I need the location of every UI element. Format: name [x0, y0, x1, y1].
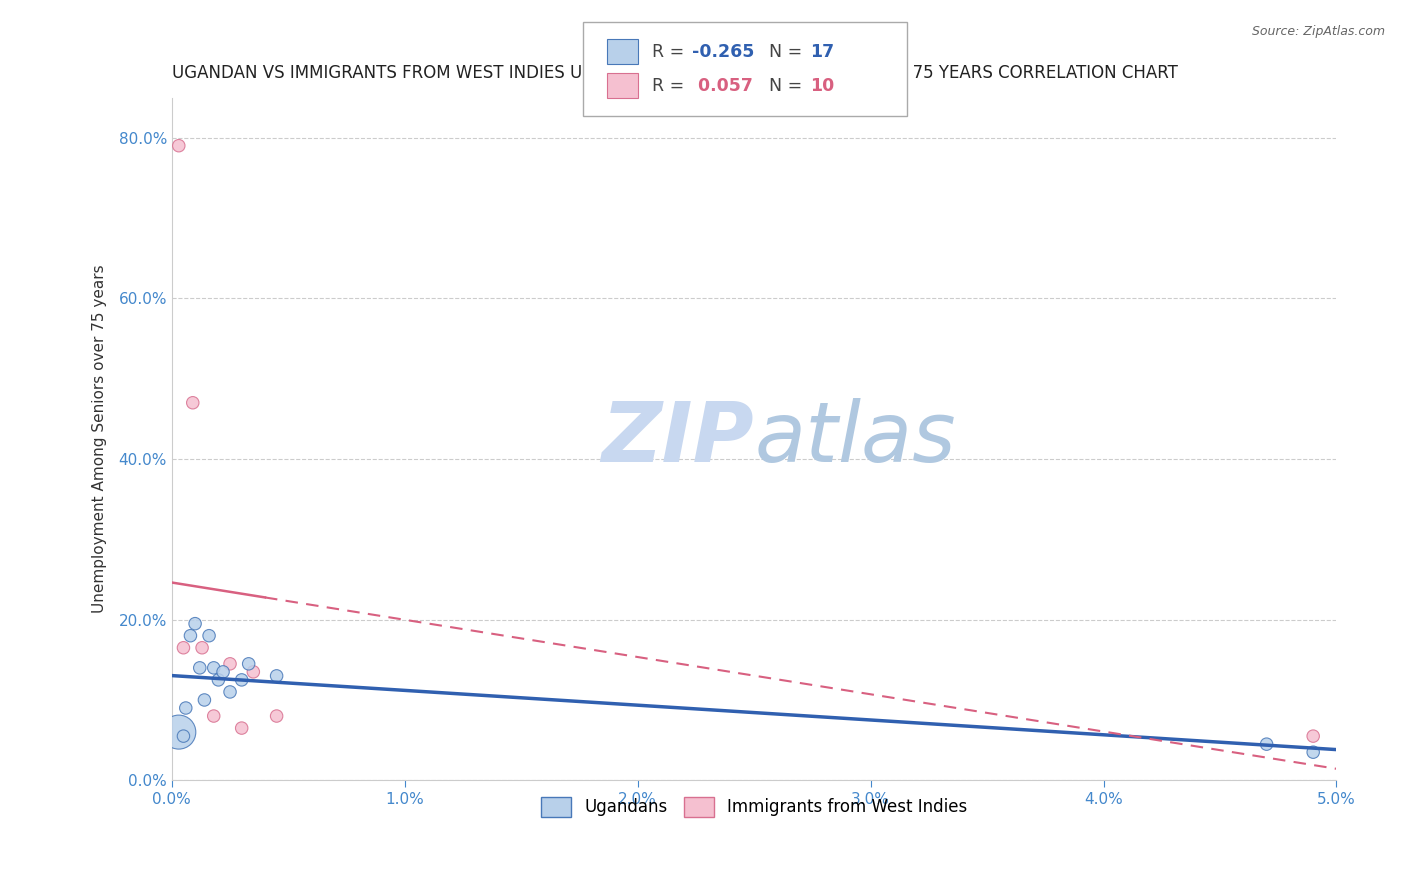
Text: 10: 10	[810, 77, 834, 95]
Point	[202, 661, 225, 675]
Text: R =: R =	[652, 77, 690, 95]
Text: N =: N =	[758, 43, 807, 61]
Point	[266, 669, 288, 683]
Point	[231, 721, 253, 735]
Text: 0.057: 0.057	[692, 77, 752, 95]
Point	[181, 396, 204, 410]
Text: UGANDAN VS IMMIGRANTS FROM WEST INDIES UNEMPLOYMENT AMONG SENIORS OVER 75 YEARS : UGANDAN VS IMMIGRANTS FROM WEST INDIES U…	[172, 64, 1178, 82]
Point	[207, 673, 229, 687]
Point	[219, 685, 242, 699]
Point	[167, 725, 190, 739]
Text: N =: N =	[758, 77, 807, 95]
Legend: Ugandans, Immigrants from West Indies: Ugandans, Immigrants from West Indies	[534, 790, 974, 823]
Point	[202, 709, 225, 723]
Point	[1302, 745, 1324, 759]
Text: atlas: atlas	[754, 399, 956, 479]
Point	[172, 640, 194, 655]
Text: ZIP: ZIP	[602, 399, 754, 479]
Text: R =: R =	[652, 43, 690, 61]
Text: Source: ZipAtlas.com: Source: ZipAtlas.com	[1251, 25, 1385, 38]
Point	[1302, 729, 1324, 743]
Y-axis label: Unemployment Among Seniors over 75 years: Unemployment Among Seniors over 75 years	[93, 265, 107, 613]
Text: -0.265: -0.265	[692, 43, 754, 61]
Point	[1256, 737, 1278, 751]
Point	[184, 616, 207, 631]
Point	[212, 665, 235, 679]
Point	[172, 729, 194, 743]
Point	[174, 701, 197, 715]
Point	[231, 673, 253, 687]
Point	[198, 629, 221, 643]
Point	[242, 665, 264, 679]
Point	[188, 661, 211, 675]
Point	[179, 629, 201, 643]
Point	[219, 657, 242, 671]
Text: 17: 17	[810, 43, 834, 61]
Point	[167, 138, 190, 153]
Point	[193, 693, 215, 707]
Point	[191, 640, 214, 655]
Point	[266, 709, 288, 723]
Point	[238, 657, 260, 671]
